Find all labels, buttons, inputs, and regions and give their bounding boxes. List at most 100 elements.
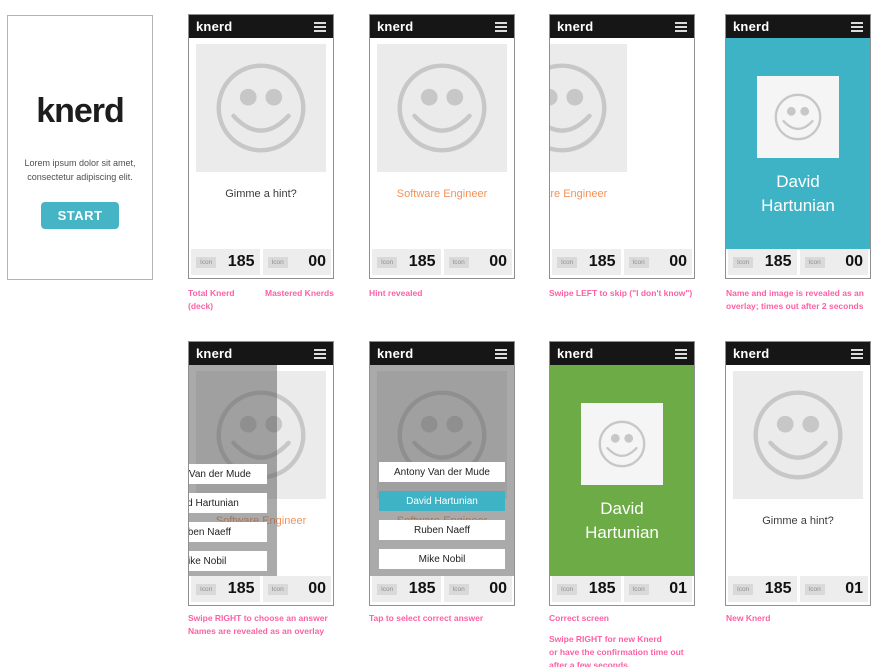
card-image-placeholder (196, 44, 326, 172)
total-counter: Icon 185 (372, 576, 441, 602)
annotation-swipe-right-new: Swipe RIGHT for new Knerd or have the co… (549, 634, 684, 667)
app-header: knerd (726, 15, 870, 38)
app-title: knerd (733, 19, 770, 34)
splash-screen: knerd Lorem ipsum dolor sit amet, consec… (7, 15, 153, 280)
mastered-counter: Icon 01 (799, 576, 868, 602)
answer-option[interactable]: David Hartunian (189, 493, 267, 513)
annotation-tap-select: Tap to select correct answer (369, 613, 484, 623)
app-title: knerd (557, 346, 594, 361)
phone-screen-8: knerd Gimme a hint? Icon 185 Icon 01 (725, 341, 871, 606)
counter-bar: Icon 185 Icon 00 (372, 249, 512, 275)
phone-screen-2: knerd Software Engineer Icon 185 Icon 00 (369, 14, 515, 279)
app-title: knerd (557, 19, 594, 34)
total-count: 185 (588, 253, 616, 270)
mastered-icon: Icon (267, 583, 288, 595)
start-button[interactable]: START (40, 201, 120, 229)
mastered-icon: Icon (448, 256, 469, 268)
hamburger-menu-icon[interactable] (495, 21, 507, 32)
total-count: 185 (227, 253, 255, 270)
smiley-icon (739, 376, 857, 494)
counter-bar: Icon 185 Icon 00 (728, 249, 868, 275)
mastered-counter: Icon 00 (799, 249, 868, 275)
phone-screen-3: knerd Software Engineer Icon 185 Icon 00 (549, 14, 695, 279)
answer-option[interactable]: Mike Nobil (189, 551, 267, 571)
annotation-total-knerd: Total Knerd (deck) (188, 288, 235, 311)
phone-screen-1: knerd Gimme a hint? Icon 185 Icon 00 (188, 14, 334, 279)
app-header: knerd (550, 15, 694, 38)
app-header: knerd (550, 342, 694, 365)
total-counter: Icon 185 (372, 249, 441, 275)
answer-option-selected[interactable]: David Hartunian (379, 491, 505, 511)
phone-screen-7: knerd David Hartunian Icon 185 Icon 01 (549, 341, 695, 606)
knerd-card[interactable]: Gimme a hint? (189, 38, 333, 200)
revealed-name: David Hartunian (761, 172, 835, 215)
mastered-counter: Icon 01 (623, 576, 692, 602)
total-counter: Icon 185 (728, 249, 797, 275)
answer-option[interactable]: Ruben Naeff (189, 522, 267, 542)
smiley-icon (383, 49, 501, 167)
total-count: 185 (764, 253, 792, 270)
total-counter: Icon 185 (552, 249, 621, 275)
deck-icon: Icon (377, 256, 398, 268)
answer-option[interactable]: Antony Van der Mude (379, 462, 505, 482)
app-header: knerd (189, 342, 333, 365)
answer-option[interactable]: Mike Nobil (379, 549, 505, 569)
total-counter: Icon 185 (191, 576, 260, 602)
hamburger-menu-icon[interactable] (495, 348, 507, 359)
deck-icon: Icon (733, 256, 754, 268)
knerd-card-swiping-left[interactable]: Software Engineer (550, 38, 634, 200)
phone-screen-6: knerd Software Engineer Antony Van der M… (369, 341, 515, 606)
phone-screen-4: knerd David Hartunian Icon 185 Icon 00 (725, 14, 871, 279)
reveal-image-placeholder (757, 76, 839, 158)
mastered-icon: Icon (628, 583, 649, 595)
total-counter: Icon 185 (191, 249, 260, 275)
card-image-placeholder (550, 44, 627, 172)
mastered-icon: Icon (804, 583, 825, 595)
deck-icon: Icon (377, 583, 398, 595)
annotation-mastered-knerds: Mastered Knerds (265, 288, 334, 298)
hint-prompt[interactable]: Gimme a hint? (225, 188, 297, 200)
answer-option[interactable]: Ruben Naeff (379, 520, 505, 540)
deck-icon: Icon (557, 583, 578, 595)
total-count: 185 (764, 580, 792, 597)
hamburger-menu-icon[interactable] (851, 21, 863, 32)
mastered-icon: Icon (448, 583, 469, 595)
app-header: knerd (370, 15, 514, 38)
answer-list: Antony Van der Mude David Hartunian Rube… (379, 462, 505, 569)
smiley-icon (591, 413, 653, 475)
mastered-counter: Icon 00 (623, 249, 692, 275)
mastered-count: 00 (308, 253, 326, 270)
counter-bar: Icon 185 Icon 01 (728, 576, 868, 602)
counter-bar: Icon 185 Icon 00 (191, 576, 331, 602)
card-image-placeholder (377, 44, 507, 172)
hamburger-menu-icon[interactable] (314, 21, 326, 32)
total-count: 185 (227, 580, 255, 597)
hamburger-menu-icon[interactable] (851, 348, 863, 359)
app-header: knerd (189, 15, 333, 38)
counter-bar: Icon 185 Icon 00 (552, 249, 692, 275)
mastered-count: 00 (489, 253, 507, 270)
total-count: 185 (408, 253, 436, 270)
total-counter: Icon 185 (728, 576, 797, 602)
app-header: knerd (726, 342, 870, 365)
knerd-card[interactable]: Gimme a hint? (726, 365, 870, 527)
correct-answer-overlay[interactable]: David Hartunian (550, 365, 694, 576)
mastered-count: 00 (669, 253, 687, 270)
hamburger-menu-icon[interactable] (675, 348, 687, 359)
hamburger-menu-icon[interactable] (675, 21, 687, 32)
deck-icon: Icon (196, 583, 217, 595)
counter-bar: Icon 185 Icon 00 (191, 249, 331, 275)
mastered-icon: Icon (628, 256, 649, 268)
counter-bar: Icon 185 Icon 00 (372, 576, 512, 602)
mastered-counter: Icon 00 (443, 249, 512, 275)
hamburger-menu-icon[interactable] (314, 348, 326, 359)
answer-option[interactable]: Antony Van der Mude (189, 464, 267, 484)
answer-list-sliding: Antony Van der Mude David Hartunian Rube… (189, 464, 267, 571)
mastered-count: 01 (669, 580, 687, 597)
reveal-image-placeholder (581, 403, 663, 485)
hint-prompt[interactable]: Gimme a hint? (762, 515, 834, 527)
knerd-card[interactable]: Software Engineer (370, 38, 514, 200)
app-title: knerd (196, 19, 233, 34)
mastered-count: 00 (308, 580, 326, 597)
mastered-count: 00 (845, 253, 863, 270)
